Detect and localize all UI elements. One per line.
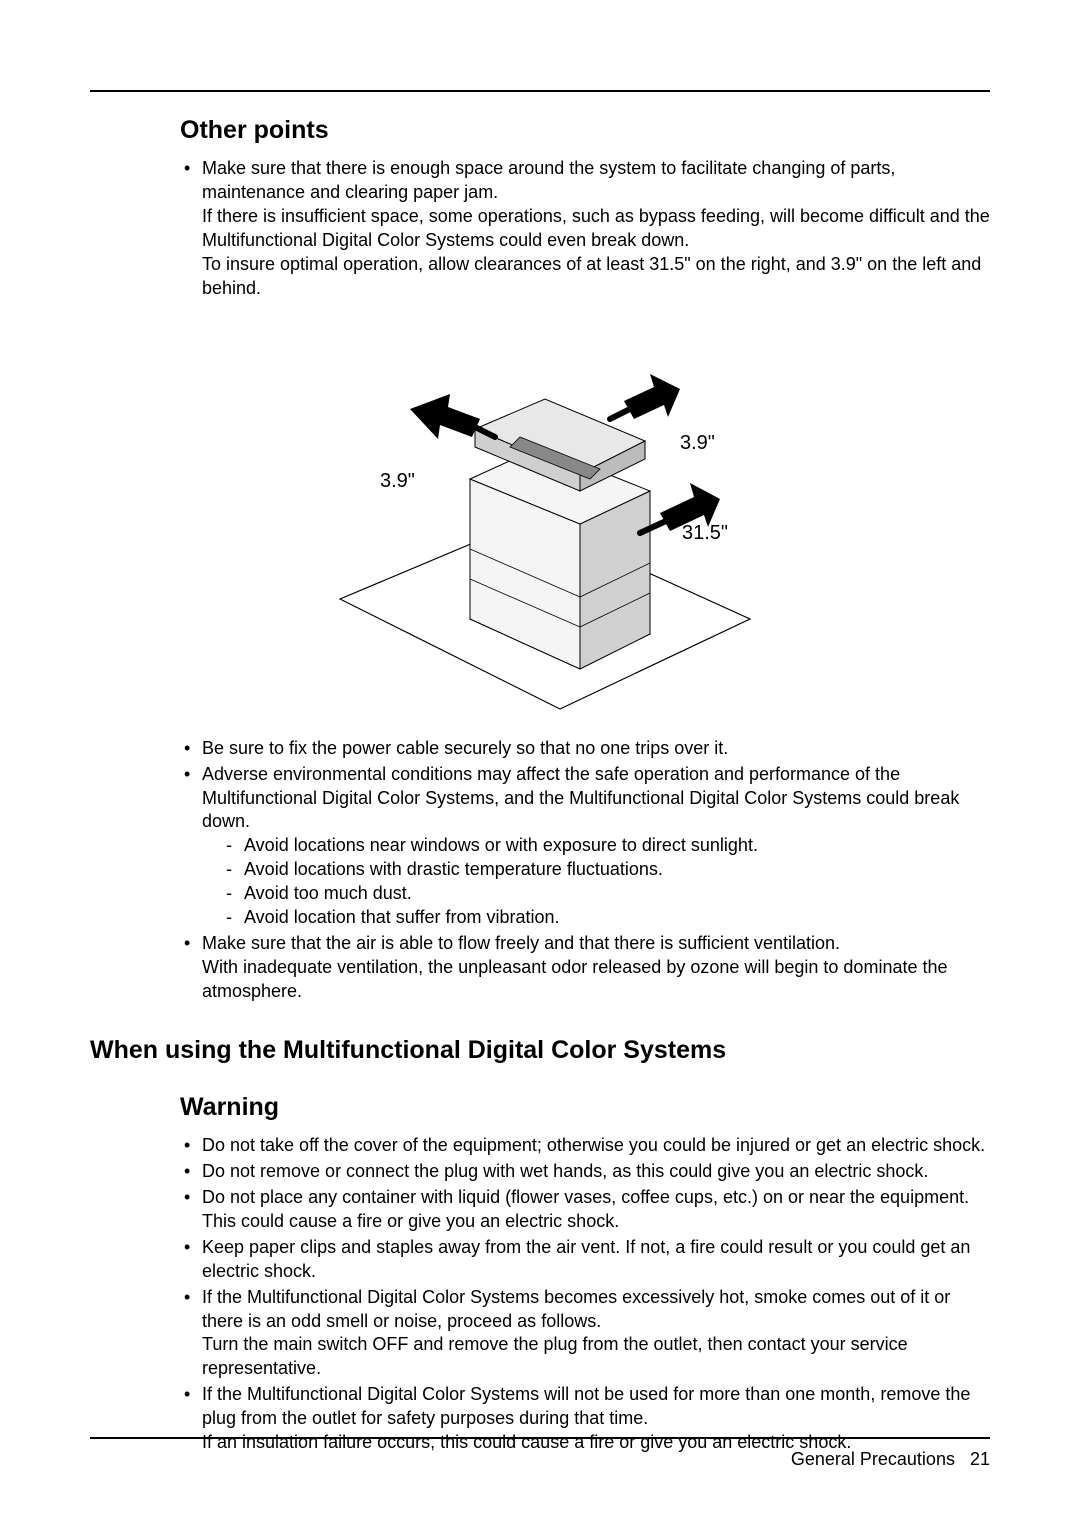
footer-page-number: 21	[970, 1449, 990, 1469]
list-item-text: Adverse environmental conditions may aff…	[202, 764, 959, 832]
list-item-text: Make sure that the air is able to flow f…	[202, 933, 948, 1001]
list-item: Keep paper clips and staples away from t…	[180, 1236, 990, 1284]
list-item-text: Make sure that there is enough space aro…	[202, 158, 990, 298]
other-points-heading: Other points	[180, 116, 990, 145]
list-item: Be sure to fix the power cable securely …	[180, 737, 990, 761]
page-footer: General Precautions 21	[90, 1437, 990, 1470]
list-item: Make sure that there is enough space aro…	[180, 157, 990, 301]
list-item: Do not place any container with liquid (…	[180, 1186, 990, 1234]
warning-heading: Warning	[180, 1093, 990, 1122]
diagram-label-left: 3.9"	[380, 470, 415, 492]
sub-list-item: Avoid too much dust.	[226, 882, 990, 906]
list-item: Do not take off the cover of the equipme…	[180, 1134, 990, 1158]
list-item: Do not remove or connect the plug with w…	[180, 1160, 990, 1184]
other-points-list-2: Be sure to fix the power cable securely …	[180, 737, 990, 1004]
warning-list: Do not take off the cover of the equipme…	[180, 1134, 990, 1455]
footer-section-label: General Precautions	[791, 1449, 955, 1469]
footer-horizontal-rule	[90, 1437, 990, 1439]
list-item: If the Multifunctional Digital Color Sys…	[180, 1286, 990, 1382]
sub-list-item: Avoid locations near windows or with exp…	[226, 834, 990, 858]
clearance-diagram: 3.9" 3.9" 31.5"	[280, 319, 800, 719]
footer-text: General Precautions 21	[90, 1449, 990, 1470]
list-item: Make sure that the air is able to flow f…	[180, 932, 990, 1004]
diagram-label-bottom-right: 31.5"	[682, 522, 728, 544]
sub-list: Avoid locations near windows or with exp…	[226, 834, 990, 930]
sub-list-item: Avoid locations with drastic temperature…	[226, 858, 990, 882]
diagram-label-top-right: 3.9"	[680, 432, 715, 454]
sub-list-item: Avoid location that suffer from vibratio…	[226, 906, 990, 930]
top-horizontal-rule	[90, 90, 990, 92]
other-points-list: Make sure that there is enough space aro…	[180, 157, 990, 301]
when-using-heading: When using the Multifunctional Digital C…	[90, 1036, 990, 1065]
list-item-text: Be sure to fix the power cable securely …	[202, 738, 728, 758]
list-item: Adverse environmental conditions may aff…	[180, 763, 990, 931]
